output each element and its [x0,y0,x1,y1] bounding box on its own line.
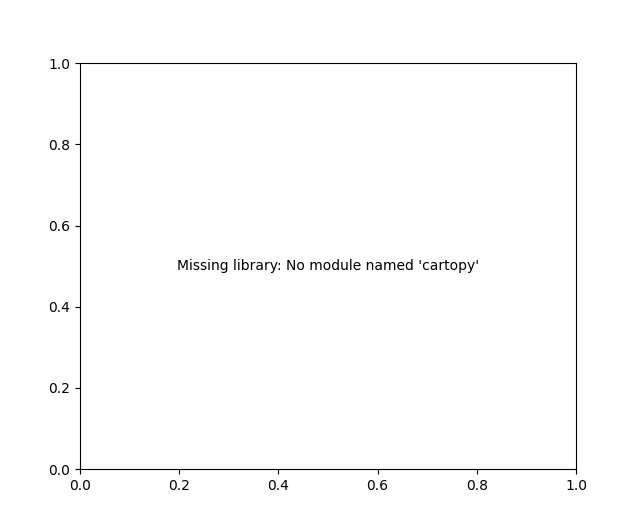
Text: Missing library: No module named 'cartopy': Missing library: No module named 'cartop… [177,259,479,273]
